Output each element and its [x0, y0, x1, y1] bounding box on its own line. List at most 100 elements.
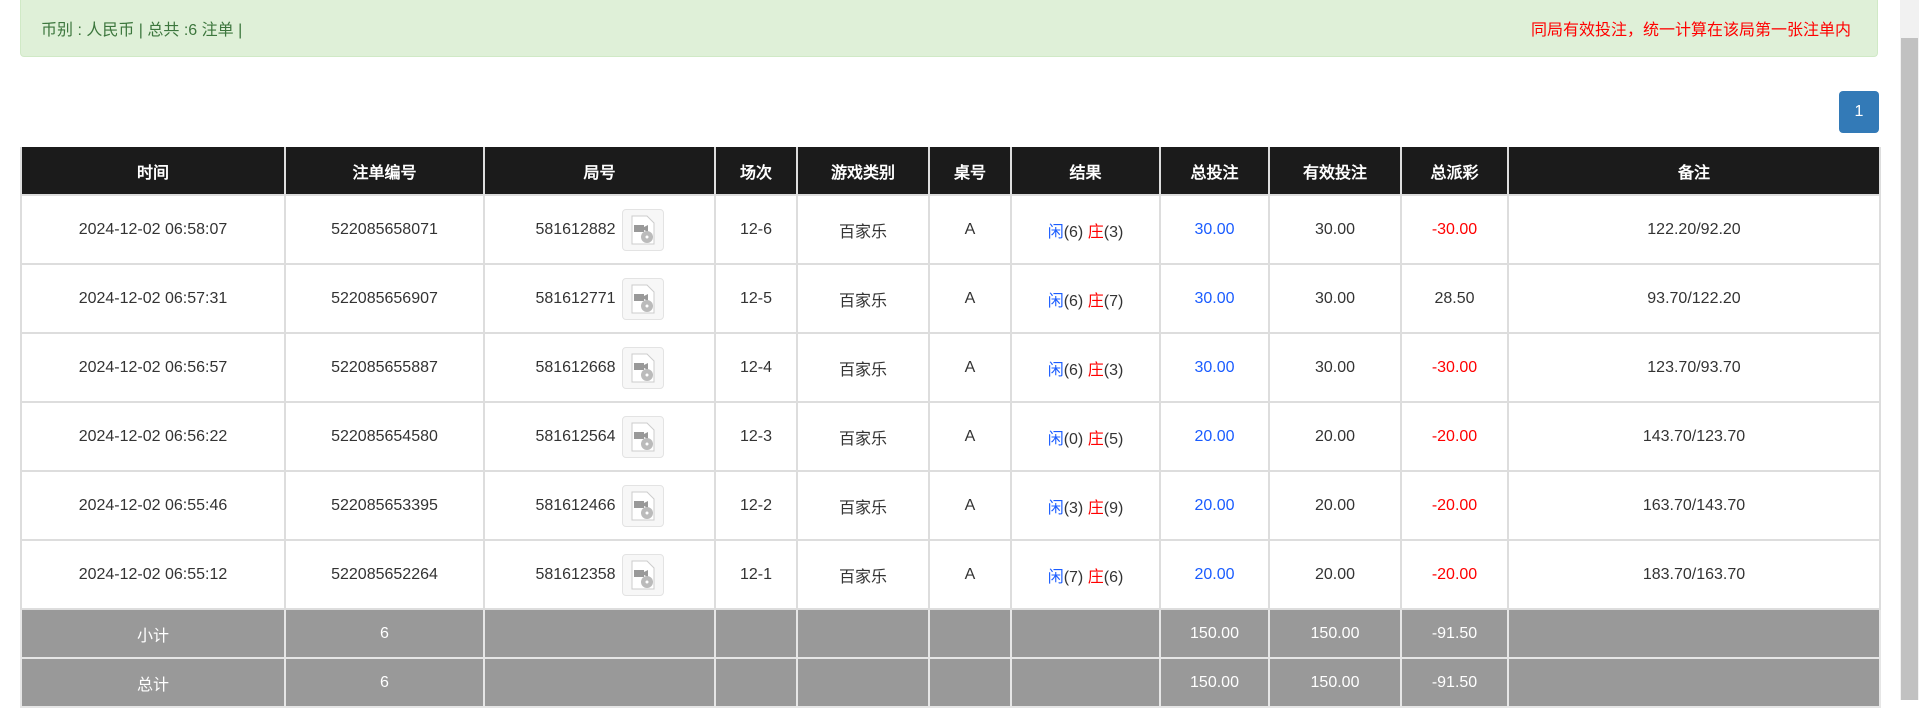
- video-replay-icon[interactable]: [621, 553, 664, 596]
- game-cell: 百家乐: [796, 401, 930, 472]
- round-number: 581612771: [535, 289, 616, 307]
- total-bet-cell: 20.00: [1159, 539, 1270, 610]
- payout-cell: -20.00: [1400, 470, 1509, 541]
- result-cell: 闲(3) 庄(9): [1010, 470, 1161, 541]
- total-bet-cell: 30.00: [1159, 332, 1270, 403]
- remark-cell: 123.70/93.70: [1507, 332, 1881, 403]
- round-number: 581612564: [535, 427, 616, 445]
- player-points: (3): [1063, 499, 1084, 517]
- valid-bet-cell: 20.00: [1268, 539, 1402, 610]
- banker-points: (9): [1103, 499, 1124, 517]
- player-label: 闲: [1047, 223, 1064, 241]
- game-cell: 百家乐: [796, 332, 930, 403]
- round-cell: 581612882: [483, 194, 716, 265]
- payout-cell: 28.50: [1400, 263, 1509, 334]
- bet-id-cell: 522085658071: [284, 194, 485, 265]
- player-label: 闲: [1047, 568, 1064, 586]
- note-text: 同局有效投注，统一计算在该局第一张注单内: [1530, 22, 1851, 39]
- column-header: 结果: [1010, 147, 1161, 196]
- video-replay-icon[interactable]: [621, 277, 664, 320]
- valid-bet-cell: 30.00: [1268, 263, 1402, 334]
- table-header: 时间 注单编号 局号 场次 游戏类别 桌号 结果 总投注 有效投注 总派彩 备注: [20, 147, 1881, 196]
- round-cell: 581612668: [483, 332, 716, 403]
- payout-cell: -30.00: [1400, 194, 1509, 265]
- scrollbar-thumb[interactable]: [1901, 38, 1918, 700]
- bet-id-cell: 522085653395: [284, 470, 485, 541]
- video-replay-icon[interactable]: [621, 208, 664, 251]
- subtotal-label: 小计: [20, 608, 286, 659]
- video-replay-icon[interactable]: [621, 484, 664, 527]
- result-cell: 闲(6) 庄(7): [1010, 263, 1161, 334]
- table-cell: A: [928, 539, 1012, 610]
- info-alert: 币别 : 人民币 | 总共 :6 注单 | 同局有效投注，统一计算在该局第一张注…: [20, 0, 1878, 57]
- table-cell: A: [928, 194, 1012, 265]
- remark-cell: 183.70/163.70: [1507, 539, 1881, 610]
- bet-id-cell: 522085656907: [284, 263, 485, 334]
- subtotal-total-bet: 150.00: [1159, 608, 1270, 659]
- column-header: 备注: [1507, 147, 1881, 196]
- player-points: (0): [1063, 430, 1084, 448]
- subtotal-count: 6: [284, 608, 485, 659]
- column-header: 总投注: [1159, 147, 1270, 196]
- bet-id-cell: 522085652264: [284, 539, 485, 610]
- payout-cell: -30.00: [1400, 332, 1509, 403]
- table-cell: A: [928, 401, 1012, 472]
- player-label: 闲: [1047, 361, 1064, 379]
- session-cell: 12-4: [714, 332, 798, 403]
- player-label: 闲: [1047, 430, 1064, 448]
- valid-bet-cell: 30.00: [1268, 332, 1402, 403]
- banker-label: 庄: [1087, 499, 1104, 517]
- result-cell: 闲(0) 庄(5): [1010, 401, 1161, 472]
- session-cell: 12-3: [714, 401, 798, 472]
- table-row: 2024-12-02 06:55:12 522085652264 5816123…: [20, 539, 1881, 610]
- bet-table: 时间 注单编号 局号 场次 游戏类别 桌号 结果 总投注 有效投注 总派彩 备注 2024-12-0…: [20, 147, 1881, 708]
- round-number: 581612882: [535, 220, 616, 238]
- round-cell: 581612466: [483, 470, 716, 541]
- banker-label: 庄: [1087, 223, 1104, 241]
- round-number: 581612358: [535, 565, 616, 583]
- banker-label: 庄: [1087, 430, 1104, 448]
- game-cell: 百家乐: [796, 539, 930, 610]
- banker-points: (7): [1103, 292, 1124, 310]
- time-cell: 2024-12-02 06:55:46: [20, 470, 286, 541]
- session-cell: 12-6: [714, 194, 798, 265]
- round-number: 581612668: [535, 358, 616, 376]
- banker-points: (6): [1103, 568, 1124, 586]
- remark-cell: 122.20/92.20: [1507, 194, 1881, 265]
- table-cell: A: [928, 263, 1012, 334]
- page-1-button[interactable]: 1: [1839, 91, 1879, 133]
- column-header: 注单编号: [284, 147, 485, 196]
- round-cell: 581612564: [483, 401, 716, 472]
- bet-id-cell: 522085654580: [284, 401, 485, 472]
- player-points: (6): [1063, 361, 1084, 379]
- valid-bet-cell: 20.00: [1268, 470, 1402, 541]
- player-label: 闲: [1047, 499, 1064, 517]
- total-bet-cell: 30.00: [1159, 263, 1270, 334]
- video-replay-icon[interactable]: [621, 415, 664, 458]
- table-row: 2024-12-02 06:57:31 522085656907 5816127…: [20, 263, 1881, 334]
- total-valid-bet: 150.00: [1268, 657, 1402, 708]
- valid-bet-cell: 20.00: [1268, 401, 1402, 472]
- time-cell: 2024-12-02 06:57:31: [20, 263, 286, 334]
- table-cell: A: [928, 470, 1012, 541]
- game-cell: 百家乐: [796, 263, 930, 334]
- bet-id-cell: 522085655887: [284, 332, 485, 403]
- subtotal-valid-bet: 150.00: [1268, 608, 1402, 659]
- table-row: 2024-12-02 06:58:07 522085658071 5816128…: [20, 194, 1881, 265]
- column-header: 有效投注: [1268, 147, 1402, 196]
- table-row: 2024-12-02 06:56:22 522085654580 5816125…: [20, 401, 1881, 472]
- video-replay-icon[interactable]: [621, 346, 664, 389]
- payout-cell: -20.00: [1400, 401, 1509, 472]
- column-header: 时间: [20, 147, 286, 196]
- table-row: 2024-12-02 06:56:57 522085655887 5816126…: [20, 332, 1881, 403]
- column-header: 总派彩: [1400, 147, 1509, 196]
- time-cell: 2024-12-02 06:56:22: [20, 401, 286, 472]
- session-cell: 12-5: [714, 263, 798, 334]
- scrollbar[interactable]: [1900, 0, 1919, 700]
- time-cell: 2024-12-02 06:55:12: [20, 539, 286, 610]
- result-cell: 闲(6) 庄(3): [1010, 332, 1161, 403]
- valid-bet-cell: 30.00: [1268, 194, 1402, 265]
- time-cell: 2024-12-02 06:56:57: [20, 332, 286, 403]
- summary-text: 币别 : 人民币 | 总共 :6 注单 |: [41, 22, 243, 39]
- session-cell: 12-1: [714, 539, 798, 610]
